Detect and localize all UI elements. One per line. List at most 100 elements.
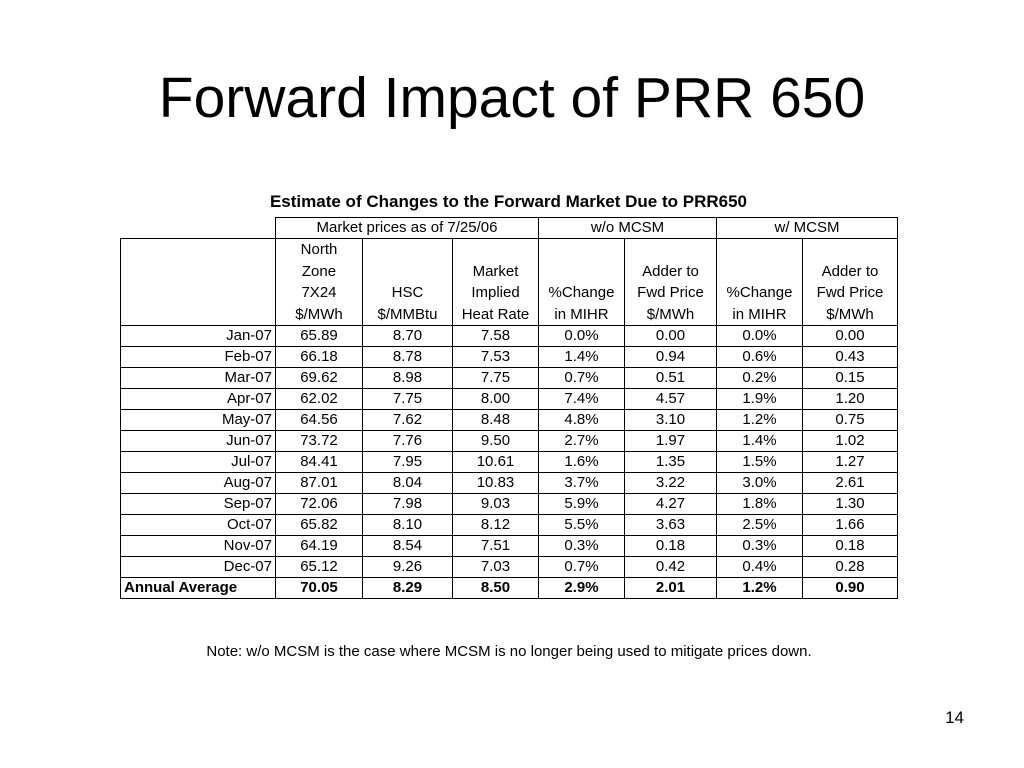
value-cell: 0.43 — [802, 346, 898, 368]
column-header: Market Implied Heat Rate — [452, 238, 539, 326]
value-cell: 3.10 — [624, 409, 717, 431]
value-cell: 8.48 — [452, 409, 539, 431]
value-cell: 8.50 — [452, 577, 539, 599]
table-row: Mar-07 69.62 8.98 7.75 0.7% 0.51 0.2% 0.15 — [120, 367, 898, 389]
slide-title: Forward Impact of PRR 650 — [158, 66, 866, 130]
value-cell: 10.83 — [452, 472, 539, 494]
column-header: HSC $/MMBtu — [362, 238, 453, 326]
value-cell: 0.94 — [624, 346, 717, 368]
table-row: Dec-07 65.12 9.26 7.03 0.7% 0.42 0.4% 0.28 — [120, 556, 898, 578]
value-cell: 8.98 — [362, 367, 453, 389]
value-cell: 1.2% — [716, 409, 803, 431]
page-number: 14 — [945, 708, 964, 727]
group-header-market-prices: Market prices as of 7/25/06 — [275, 217, 539, 239]
value-cell: 0.6% — [716, 346, 803, 368]
value-cell: 3.63 — [624, 514, 717, 536]
value-cell: 0.3% — [716, 535, 803, 557]
value-cell: 1.35 — [624, 451, 717, 473]
value-cell: 8.70 — [362, 325, 453, 347]
column-header-line: %Change — [548, 284, 615, 301]
value-cell: 1.97 — [624, 430, 717, 452]
value-cell: 3.22 — [624, 472, 717, 494]
value-cell: 0.15 — [802, 367, 898, 389]
value-cell: 2.9% — [538, 577, 625, 599]
month-cell: Jun-07 — [120, 430, 276, 452]
value-cell: 72.06 — [275, 493, 363, 515]
table-row: Jun-07 73.72 7.76 9.50 2.7% 1.97 1.4% 1.02 — [120, 430, 898, 452]
value-cell: 65.12 — [275, 556, 363, 578]
empty-corner-cell — [120, 217, 276, 239]
column-header-line: in MIHR — [732, 305, 787, 323]
value-cell: 0.4% — [716, 556, 803, 578]
column-header-line: Heat Rate — [461, 305, 530, 323]
month-cell: Apr-07 — [120, 388, 276, 410]
value-cell: 8.12 — [452, 514, 539, 536]
value-cell: 1.02 — [802, 430, 898, 452]
column-header-line: 7X24 — [301, 284, 337, 301]
value-cell: 2.7% — [538, 430, 625, 452]
group-header-with-mcsm: w/ MCSM — [716, 217, 898, 239]
table-row: Jul-07 84.41 7.95 10.61 1.6% 1.35 1.5% 1.27 — [120, 451, 898, 473]
value-cell: 0.28 — [802, 556, 898, 578]
column-header-line: $/MMBtu — [377, 305, 438, 323]
value-cell: 9.26 — [362, 556, 453, 578]
table-row: Feb-07 66.18 8.78 7.53 1.4% 0.94 0.6% 0.43 — [120, 346, 898, 368]
value-cell: 0.75 — [802, 409, 898, 431]
value-cell: 0.00 — [802, 325, 898, 347]
value-cell: 0.0% — [716, 325, 803, 347]
value-cell: 64.19 — [275, 535, 363, 557]
month-cell: Dec-07 — [120, 556, 276, 578]
row-label: Annual Average — [120, 577, 276, 599]
value-cell: 5.9% — [538, 493, 625, 515]
column-header: Adder to Fwd Price $/MWh — [624, 238, 717, 326]
column-header-line: Adder to — [821, 262, 879, 280]
value-cell: 0.90 — [802, 577, 898, 599]
value-cell: 1.5% — [716, 451, 803, 473]
value-cell: 7.51 — [452, 535, 539, 557]
table-row: Nov-07 64.19 8.54 7.51 0.3% 0.18 0.3% 0.18 — [120, 535, 898, 557]
month-cell: Oct-07 — [120, 514, 276, 536]
value-cell: 0.0% — [538, 325, 625, 347]
value-cell: 0.7% — [538, 556, 625, 578]
value-cell: 64.56 — [275, 409, 363, 431]
value-cell: 70.05 — [275, 577, 363, 599]
column-header-line: Implied — [471, 284, 520, 301]
month-cell: Jan-07 — [120, 325, 276, 347]
value-cell: 0.51 — [624, 367, 717, 389]
column-header-line: $/MWh — [646, 305, 695, 323]
value-cell: 8.10 — [362, 514, 453, 536]
value-cell: 3.0% — [716, 472, 803, 494]
table-row: Sep-07 72.06 7.98 9.03 5.9% 4.27 1.8% 1.30 — [120, 493, 898, 515]
month-cell: Mar-07 — [120, 367, 276, 389]
value-cell: 4.57 — [624, 388, 717, 410]
value-cell: 0.7% — [538, 367, 625, 389]
value-cell: 10.61 — [452, 451, 539, 473]
value-cell: 8.54 — [362, 535, 453, 557]
value-cell: 7.62 — [362, 409, 453, 431]
column-header: North Zone 7X24 $/MWh — [275, 238, 363, 326]
value-cell: 69.62 — [275, 367, 363, 389]
month-cell: Sep-07 — [120, 493, 276, 515]
value-cell: 4.27 — [624, 493, 717, 515]
value-cell: 1.6% — [538, 451, 625, 473]
value-cell: 0.18 — [802, 535, 898, 557]
column-header-line: HSC — [391, 284, 424, 301]
value-cell: 0.3% — [538, 535, 625, 557]
month-cell: Feb-07 — [120, 346, 276, 368]
value-cell: 2.5% — [716, 514, 803, 536]
value-cell: 2.61 — [802, 472, 898, 494]
column-header: %Change in MIHR — [716, 238, 803, 326]
value-cell: 7.95 — [362, 451, 453, 473]
value-cell: 7.03 — [452, 556, 539, 578]
empty-header-cell — [120, 238, 276, 326]
table-row: Jan-07 65.89 8.70 7.58 0.0% 0.00 0.0% 0.00 — [120, 325, 898, 347]
column-header-line: $/MWh — [826, 305, 874, 323]
column-header-line: Fwd Price — [816, 284, 884, 301]
column-header-line: in MIHR — [554, 305, 609, 323]
value-cell: 7.75 — [362, 388, 453, 410]
group-header-row: Market prices as of 7/25/06 w/o MCSM w/ … — [120, 217, 898, 239]
value-cell: 7.98 — [362, 493, 453, 515]
value-cell: 1.8% — [716, 493, 803, 515]
table-row: Apr-07 62.02 7.75 8.00 7.4% 4.57 1.9% 1.20 — [120, 388, 898, 410]
value-cell: 4.8% — [538, 409, 625, 431]
